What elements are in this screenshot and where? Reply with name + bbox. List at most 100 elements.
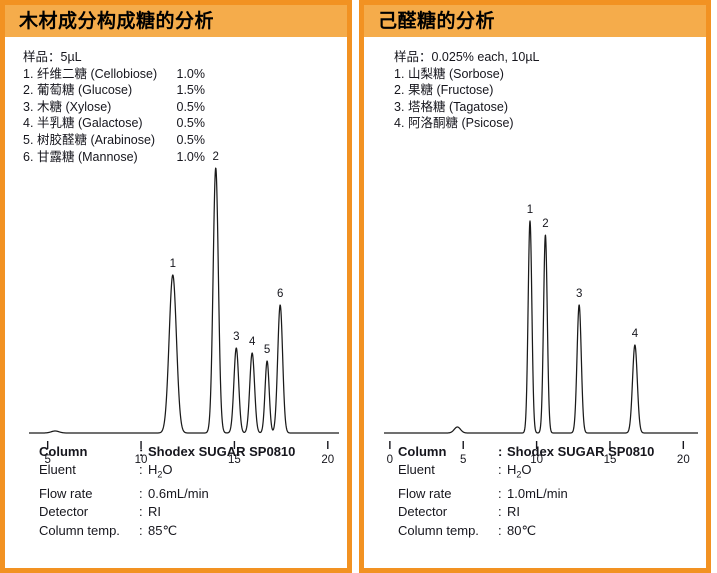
method-key: Eluent: [398, 462, 435, 478]
chromatogram-right: 123405101520min: [364, 37, 706, 467]
peak-label: 3: [576, 288, 582, 300]
method-value: H2O: [148, 462, 173, 480]
page-title: 木材成分构成糖的分析: [19, 10, 215, 32]
method-key: Eluent: [39, 462, 76, 478]
method-value: 80℃: [507, 522, 537, 538]
sample-index: 3.: [394, 99, 405, 114]
sample-index: 6.: [23, 149, 34, 164]
sample-concentration: 0.5%: [176, 99, 206, 114]
panel-wood-sugars: 木材成分构成糖的分析 1234565101520min 样品：5µL 1. 纤维…: [0, 0, 352, 573]
chromatogram-left: 1234565101520min: [5, 37, 347, 467]
axis-tick-label: 20: [677, 454, 690, 466]
sample-concentration: 0.5%: [176, 116, 206, 131]
method-separator: :: [139, 522, 143, 538]
table-row: Column temp. : 80℃: [398, 522, 654, 541]
table-row: Flow rate : 1.0mL/min: [398, 485, 654, 504]
sample-name: 山梨糖 (Sorbose): [408, 66, 504, 81]
chromatogram-svg-left: 1234565101520min: [28, 151, 340, 466]
sample-index: 5.: [23, 132, 34, 147]
list-item: 3. 木糖 (Xylose) 0.5%: [23, 99, 205, 116]
method-value: RI: [507, 504, 520, 519]
method-value: RI: [148, 504, 161, 519]
axis-tick-label: 10: [530, 454, 543, 466]
sample-index: 4.: [394, 116, 405, 131]
method-separator: :: [498, 504, 502, 519]
peak-label: 4: [249, 336, 256, 348]
method-table-left: Column : Shodex SUGAR SP0810 Eluent : H2…: [39, 443, 295, 540]
sample-concentration: 1.0%: [176, 66, 206, 81]
table-row: Flow rate : 0.6mL/min: [39, 485, 295, 504]
sample-name: 树胶醛糖 (Arabinose): [37, 132, 156, 147]
sample-index: 3.: [23, 99, 34, 114]
chromatogram-svg-right: 123405101520min: [383, 204, 699, 466]
list-item: 3. 塔格糖 (Tagatose): [394, 99, 539, 116]
method-value: Shodex SUGAR SP0810: [148, 443, 296, 459]
sample-name: 甘露糖 (Mannose): [37, 149, 138, 164]
method-separator: :: [498, 522, 502, 538]
method-separator: :: [498, 485, 502, 501]
sample-index: 2.: [394, 83, 405, 98]
list-item: 2. 果糖 (Fructose): [394, 82, 539, 99]
sample-concentration: 1.0%: [176, 149, 206, 164]
sample-index: 1.: [23, 66, 34, 81]
axis-tick-label: 10: [135, 454, 148, 466]
peak-label: 4: [632, 328, 639, 340]
method-key: Detector: [39, 504, 89, 519]
peak-label: 6: [277, 288, 283, 300]
method-key: Column temp.: [398, 522, 479, 538]
chromatogram-trace: [28, 167, 340, 434]
method-key: Column: [398, 443, 447, 459]
list-item: 2. 葡萄糖 (Glucose) 1.5%: [23, 82, 205, 99]
table-row: Column : Shodex SUGAR SP0810: [39, 443, 295, 462]
sample-name: 纤维二糖 (Cellobiose): [37, 66, 158, 81]
panel-header-left: 木材成分构成糖的分析: [5, 5, 347, 37]
method-key: Flow rate: [398, 485, 452, 501]
table-row: Detector : RI: [398, 503, 654, 522]
axis-tick-label: 5: [460, 454, 466, 466]
list-item: 6. 甘露糖 (Mannose) 1.0%: [23, 149, 205, 166]
table-row: Eluent : H2O: [39, 461, 295, 484]
sample-name: 塔格糖 (Tagatose): [408, 99, 509, 114]
sample-concentration: 0.5%: [176, 132, 206, 147]
sample-index: 2.: [23, 83, 34, 98]
list-item: 1. 山梨糖 (Sorbose): [394, 66, 539, 83]
peak-label: 2: [542, 218, 548, 230]
method-separator: :: [139, 485, 143, 501]
peak-label: 2: [213, 151, 219, 163]
method-separator: :: [139, 462, 143, 478]
table-row: Detector : RI: [39, 503, 295, 522]
peak-label: 3: [233, 331, 239, 343]
method-separator: :: [139, 504, 143, 519]
list-item: 4. 半乳糖 (Galactose) 0.5%: [23, 115, 205, 132]
method-key: Flow rate: [39, 485, 93, 501]
sample-name: 木糖 (Xylose): [37, 99, 112, 114]
chromatogram-trace: [383, 220, 699, 434]
table-row: Column : Shodex SUGAR SP0810: [398, 443, 654, 462]
list-item: 1. 纤维二糖 (Cellobiose) 1.0%: [23, 66, 205, 83]
panel-hexose-sugars: 己醛糖的分析 123405101520min 样品：0.025% each, 1…: [359, 0, 711, 573]
sample-name: 半乳糖 (Galactose): [37, 116, 143, 131]
method-key: Column: [39, 443, 88, 459]
method-key: Column temp.: [39, 522, 120, 538]
page-title: 己醛糖的分析: [378, 10, 496, 32]
peak-label: 5: [264, 344, 270, 356]
sample-index: 4.: [23, 116, 34, 131]
sample-legend-right: 样品：0.025% each, 10µL 1. 山梨糖 (Sorbose) 2.…: [394, 49, 539, 132]
sample-name: 葡萄糖 (Glucose): [37, 83, 133, 98]
table-row: Eluent : H2O: [398, 461, 654, 484]
table-row: Column temp. : 85℃: [39, 522, 295, 541]
method-separator: :: [498, 462, 502, 478]
method-value: 1.0mL/min: [507, 485, 568, 501]
list-item: 4. 阿洛酮糖 (Psicose): [394, 115, 539, 132]
axis-tick-label: 15: [604, 454, 617, 466]
panel-body-right: 123405101520min 样品：0.025% each, 10µL 1. …: [364, 37, 706, 568]
list-item: 5. 树胶醛糖 (Arabinose) 0.5%: [23, 132, 205, 149]
peak-label: 1: [170, 258, 176, 270]
sample-legend-left: 样品：5µL 1. 纤维二糖 (Cellobiose) 1.0% 2. 葡萄糖 …: [23, 49, 205, 165]
axis-tick-label: 5: [44, 454, 50, 466]
method-value: 0.6mL/min: [148, 485, 209, 501]
method-value: H2O: [507, 462, 532, 480]
axis-tick-label: 20: [321, 454, 334, 466]
method-key: Detector: [398, 504, 448, 519]
